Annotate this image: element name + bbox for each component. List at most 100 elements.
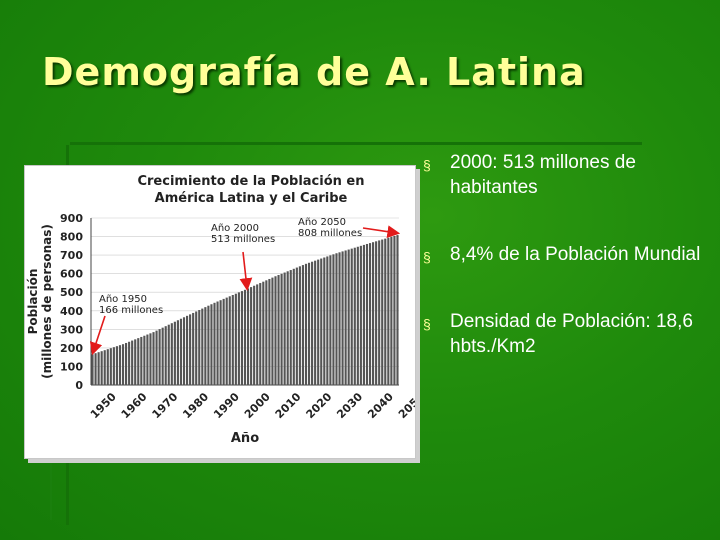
annotation-label: 166 millones: [99, 305, 163, 316]
x-tick-label: 1980: [180, 390, 211, 421]
bar: [390, 236, 393, 385]
x-tick-label: 1960: [119, 390, 150, 421]
bar: [265, 280, 268, 385]
bar: [216, 301, 219, 385]
bar: [121, 344, 125, 385]
bar: [161, 327, 164, 385]
x-tick-label: 2020: [304, 390, 335, 421]
y-tick-label: 500: [60, 286, 83, 299]
bar: [155, 330, 158, 385]
bar: [384, 238, 387, 385]
bar: [210, 304, 213, 385]
bar: [222, 298, 225, 385]
y-tick-label: 100: [60, 360, 83, 373]
x-tick-label: 2050: [396, 390, 415, 421]
bar: [338, 252, 341, 385]
bar: [134, 339, 137, 385]
bullet-icon: §: [423, 249, 431, 265]
bar: [219, 300, 222, 385]
bar: [164, 326, 167, 385]
bar: [314, 260, 317, 385]
annotation-label: 513 millones: [211, 234, 275, 245]
bar: [323, 257, 326, 385]
annotation-arrow: [362, 225, 401, 238]
bar: [381, 239, 384, 385]
bar: [94, 353, 97, 385]
x-tick-label: 1950: [88, 390, 119, 421]
bar: [195, 311, 198, 385]
bar: [97, 352, 100, 385]
bar: [259, 283, 262, 385]
bar: [368, 243, 372, 385]
bar: [359, 245, 362, 385]
bar: [277, 275, 280, 385]
slide-title: Demografía de A. Latina: [42, 50, 586, 94]
bar: [356, 246, 359, 385]
bar: [103, 350, 106, 385]
bar: [189, 314, 192, 385]
bullet-item: § 2000: 513 millones de habitantes: [420, 150, 710, 200]
bar: [246, 288, 250, 385]
bar: [158, 329, 161, 385]
bar: [362, 244, 365, 385]
y-axis-label: (millones de personas): [40, 224, 54, 379]
bar: [143, 335, 146, 385]
bar: [231, 295, 234, 385]
bullet-list: § 2000: 513 millones de habitantes § 8,4…: [420, 150, 710, 401]
bar: [234, 293, 237, 385]
bar: [396, 235, 399, 385]
bar: [268, 278, 271, 385]
y-tick-label: 0: [75, 379, 83, 392]
annotation-label: 808 millones: [298, 228, 362, 239]
bar: [350, 248, 353, 385]
bar: [125, 342, 128, 385]
bar: [353, 247, 356, 385]
bar: [225, 297, 228, 385]
bar: [289, 270, 292, 385]
bar: [152, 332, 155, 385]
bar: [240, 291, 244, 385]
bullet-item: § Densidad de Población: 18,6 hbts./Km2: [420, 309, 710, 359]
bar: [131, 340, 134, 385]
y-tick-label: 800: [60, 231, 83, 244]
bar: [372, 242, 375, 385]
x-tick-label: 2030: [334, 390, 365, 421]
bar: [365, 243, 369, 385]
bar: [320, 258, 323, 385]
bar: [375, 241, 378, 385]
bar: [109, 348, 112, 385]
bar: [341, 251, 344, 385]
bullet-text: 8,4% de la Población Mundial: [450, 244, 701, 265]
bar: [149, 333, 152, 385]
bar: [170, 323, 173, 385]
bar: [286, 271, 289, 385]
decorative-rule: [70, 142, 642, 145]
annotation-label: Año 2050: [298, 217, 346, 228]
annotation-arrow: [239, 251, 253, 291]
x-tick-label: 1970: [150, 390, 181, 421]
x-tick-label: 2010: [273, 390, 304, 421]
bar: [198, 310, 201, 385]
bar: [100, 351, 103, 385]
bar: [311, 261, 314, 385]
bar: [112, 347, 115, 385]
bar: [378, 240, 381, 385]
x-axis-label: Año: [231, 431, 259, 446]
annotation-arrow: [89, 315, 106, 356]
bar: [167, 324, 170, 385]
bullet-item: § 8,4% de la Población Mundial: [420, 242, 710, 267]
bar: [301, 265, 305, 385]
bar: [192, 312, 195, 385]
x-tick-label: 2040: [365, 390, 396, 421]
bar: [295, 267, 298, 385]
bullet-text: 2000: 513 millones de habitantes: [450, 152, 636, 198]
bar: [298, 266, 301, 385]
bar: [274, 276, 277, 385]
bar: [118, 345, 122, 385]
bar: [106, 349, 109, 385]
y-axis-label: Población: [26, 269, 40, 335]
bullet-icon: §: [423, 316, 431, 332]
bar: [204, 307, 207, 385]
bar: [140, 336, 143, 385]
bar: [237, 292, 240, 385]
